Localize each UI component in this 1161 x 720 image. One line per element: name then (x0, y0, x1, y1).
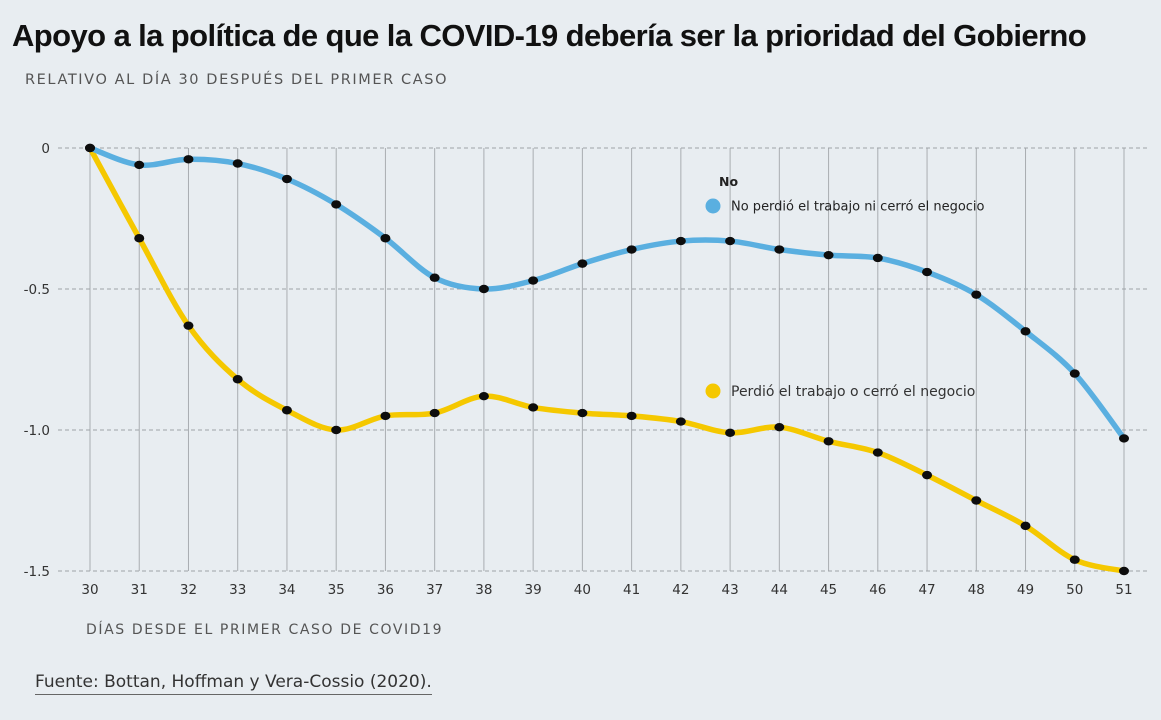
data-point (872, 253, 883, 263)
data-point (774, 245, 785, 254)
x-tick-label: 30 (81, 582, 98, 598)
x-tick-label: 46 (869, 582, 886, 598)
y-tick-label: -1.5 (24, 564, 50, 580)
data-point (331, 200, 342, 209)
data-point (331, 425, 342, 435)
x-tick-label: 31 (131, 582, 148, 598)
data-point (971, 496, 982, 505)
x-tick-label: 33 (229, 582, 246, 598)
data-point (232, 159, 243, 168)
data-point (183, 155, 194, 164)
data-point (281, 406, 292, 415)
data-point (675, 236, 686, 246)
data-point (134, 234, 145, 243)
x-tick-label: 47 (918, 582, 935, 598)
data-point (577, 259, 588, 268)
x-tick-label: 45 (820, 582, 837, 598)
y-tick-label: -0.5 (24, 282, 50, 298)
x-tick-label: 38 (475, 582, 492, 598)
x-axis-ticks: 30 31 32 33 34 35 36 37 38 39 40 41 42 43 44 45 46 47 48 49… (81, 582, 1132, 598)
chart-title: Apoyo a la política de que la COVID-19 d… (12, 18, 1087, 53)
legend-label-job-loss: Perdió el trabajo o cerró el negocio (731, 384, 975, 400)
data-point (922, 267, 933, 277)
x-tick-label: 39 (525, 582, 542, 598)
data-point (85, 143, 95, 153)
data-point (478, 391, 489, 401)
data-point (429, 408, 440, 418)
x-tick-label: 48 (968, 582, 985, 598)
x-tick-label: 36 (377, 582, 394, 598)
data-point (1069, 555, 1080, 564)
x-tick-label: 44 (771, 582, 788, 598)
data-point (823, 250, 834, 260)
data-point (577, 408, 588, 418)
data-point (1020, 327, 1031, 336)
x-tick-label: 35 (328, 582, 345, 598)
data-point (1119, 434, 1129, 443)
x-axis-label: DÍAS DESDE EL PRIMER CASO DE COVID19 (86, 622, 444, 638)
data-point (922, 470, 933, 480)
chart-subtitle: RELATIVO AL DÍA 30 DESPUÉS DEL PRIMER CA… (25, 72, 449, 88)
source-note: Fuente: Bottan, Hoffman y Vera-Cossio (2… (35, 672, 432, 695)
data-point (429, 273, 440, 282)
data-point (626, 411, 637, 421)
x-tick-label: 40 (574, 582, 591, 598)
legend-swatch-blue (705, 198, 721, 214)
y-tick-label: -1.0 (24, 423, 50, 439)
data-point (872, 448, 883, 457)
data-point (380, 234, 391, 243)
legend-title: No (719, 174, 738, 189)
data-point (232, 375, 243, 384)
data-point (478, 284, 489, 294)
x-tick-label: 43 (722, 582, 739, 598)
x-tick-label: 32 (180, 582, 197, 598)
data-point (823, 437, 834, 446)
data-point (281, 174, 292, 184)
data-point (528, 403, 539, 412)
x-tick-label: 37 (426, 582, 443, 598)
data-point (528, 276, 539, 285)
data-point (1119, 566, 1129, 576)
data-point (1020, 521, 1031, 531)
legend-swatch-yellow (705, 383, 721, 399)
x-tick-label: 49 (1017, 582, 1034, 598)
x-tick-label: 50 (1066, 582, 1083, 598)
x-tick-label: 42 (672, 582, 689, 598)
data-point (1069, 369, 1080, 378)
x-tick-label: 34 (278, 582, 295, 598)
y-axis-ticks: 0 -0.5 -1.0 -1.5 (24, 141, 50, 580)
data-point (971, 290, 982, 299)
y-tick-label: 0 (41, 141, 50, 157)
series-line (87, 145, 1127, 442)
series-points (85, 143, 1129, 576)
x-tick-label: 41 (623, 582, 640, 598)
vertical-gridlines (89, 148, 1125, 571)
data-point (626, 245, 637, 254)
data-point (675, 417, 686, 426)
data-point (725, 236, 736, 246)
data-point (725, 428, 736, 438)
data-point (380, 411, 391, 421)
x-tick-label: 51 (1115, 582, 1132, 598)
data-point (183, 321, 194, 330)
legend: No No perdió el trabajo ni cerró el nego… (705, 174, 985, 400)
data-point (134, 160, 145, 170)
legend-label-no-job-loss: No perdió el trabajo ni cerró el negocio (731, 200, 985, 215)
data-point (774, 422, 785, 432)
